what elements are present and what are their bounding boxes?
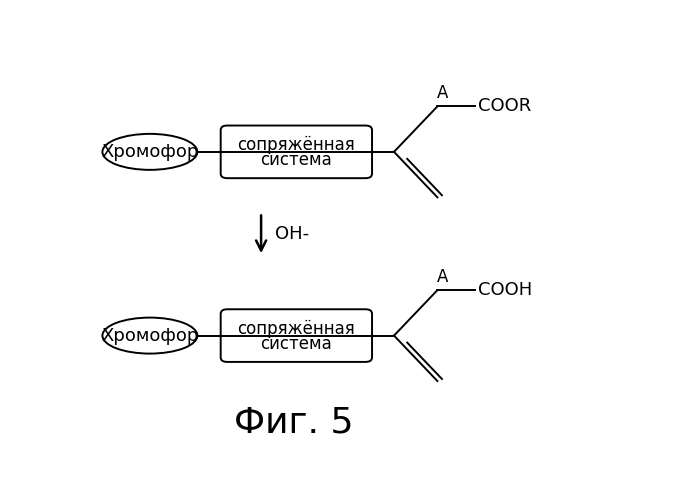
Text: система: система: [260, 151, 332, 169]
Text: COOH: COOH: [478, 281, 532, 299]
Text: COOR: COOR: [478, 97, 531, 116]
Text: Хромофор: Хромофор: [102, 327, 199, 344]
Text: Фиг. 5: Фиг. 5: [234, 406, 354, 440]
Text: OH-: OH-: [274, 225, 309, 243]
Text: система: система: [260, 335, 332, 353]
Text: A: A: [437, 84, 449, 102]
Text: A: A: [437, 268, 449, 286]
Text: сопряжённая: сопряжённая: [237, 136, 355, 154]
Text: сопряжённая: сопряжённая: [237, 320, 355, 338]
Text: Хромофор: Хромофор: [102, 143, 199, 161]
